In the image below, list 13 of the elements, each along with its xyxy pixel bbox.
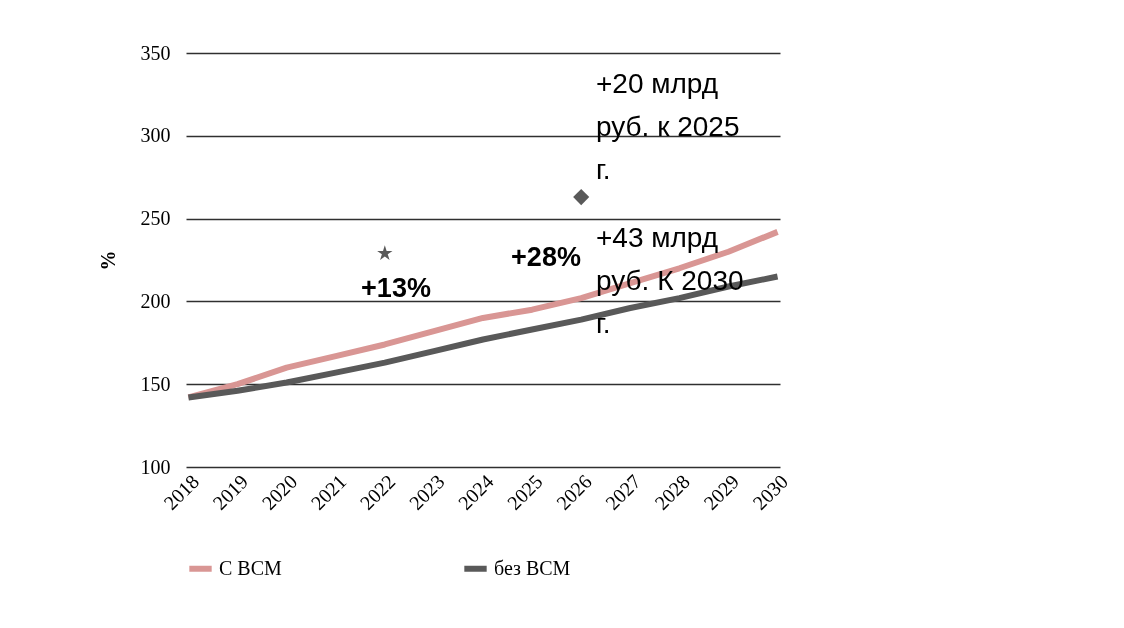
y-tick-label: 200	[140, 289, 171, 312]
y-tick-label: 150	[140, 372, 171, 395]
legend-label: без ВСМ	[494, 556, 571, 579]
y-tick-label: 250	[140, 207, 171, 230]
y-axis-title: %	[96, 250, 119, 271]
y-tick-label: 300	[140, 124, 171, 147]
y-tick-label: 350	[140, 41, 171, 64]
annotation: +13%	[361, 273, 431, 303]
y-tick-label: 100	[140, 455, 171, 478]
annotation: +43 млрд руб. К 2030 г.	[596, 222, 744, 339]
annotation: +20 млрд руб. к 2025 г.	[596, 68, 740, 185]
legend-label: С ВСМ	[219, 556, 283, 579]
annotation: +28%	[511, 242, 581, 272]
